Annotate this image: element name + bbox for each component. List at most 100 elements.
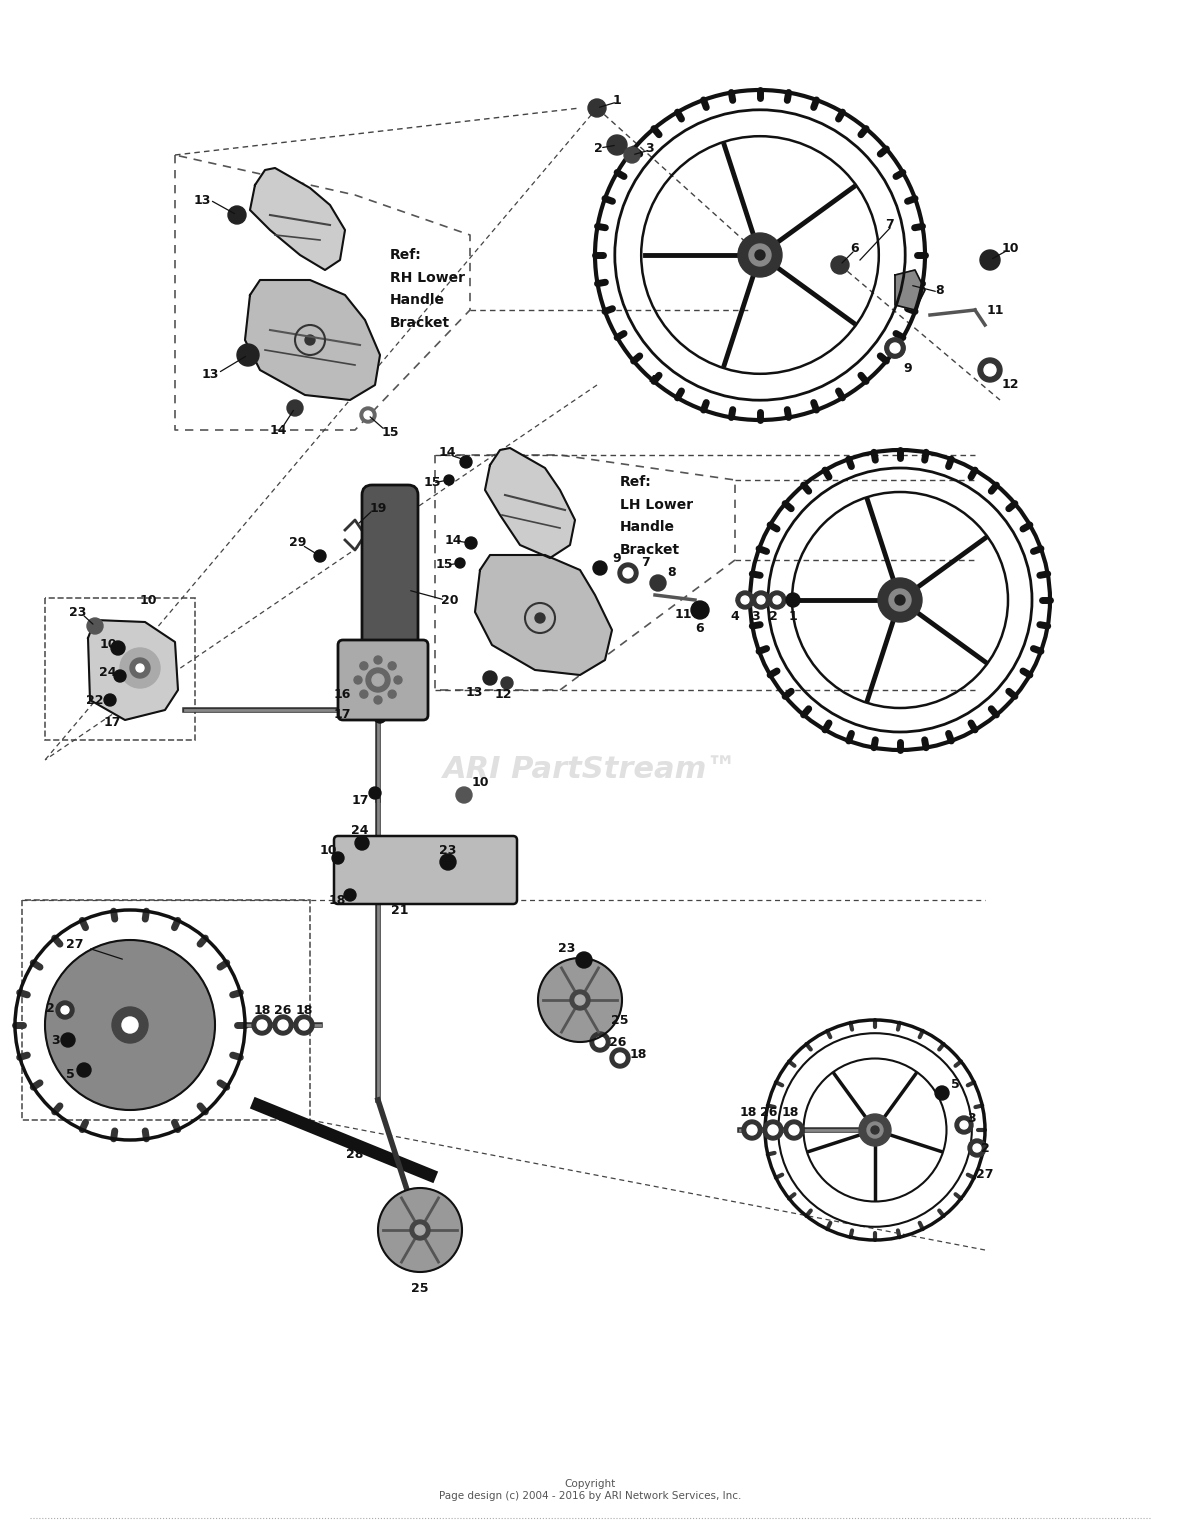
Circle shape <box>122 1018 138 1033</box>
Text: Ref:: Ref: <box>620 475 651 489</box>
Circle shape <box>77 1063 91 1077</box>
Circle shape <box>409 1219 430 1241</box>
Circle shape <box>360 691 368 698</box>
Circle shape <box>978 358 1002 382</box>
Circle shape <box>755 251 765 260</box>
Text: 26: 26 <box>609 1036 627 1048</box>
Text: 5: 5 <box>951 1079 959 1091</box>
Circle shape <box>257 1021 267 1030</box>
Circle shape <box>369 787 381 799</box>
Circle shape <box>538 958 622 1042</box>
Text: 27: 27 <box>976 1169 994 1181</box>
Circle shape <box>588 99 607 118</box>
Circle shape <box>61 1033 76 1047</box>
Circle shape <box>576 952 592 969</box>
Text: Copyright
Page design (c) 2004 - 2016 by ARI Network Services, Inc.: Copyright Page design (c) 2004 - 2016 by… <box>439 1479 741 1500</box>
Circle shape <box>354 675 362 685</box>
Text: 18: 18 <box>781 1105 799 1118</box>
Circle shape <box>460 455 472 468</box>
Text: 5: 5 <box>66 1068 74 1082</box>
Text: 17: 17 <box>352 793 368 807</box>
Text: 27: 27 <box>66 938 84 952</box>
Text: RH Lower: RH Lower <box>391 270 465 286</box>
Text: 2: 2 <box>594 142 602 154</box>
Text: 2: 2 <box>46 1001 54 1015</box>
Text: Handle: Handle <box>391 293 445 307</box>
Text: 15: 15 <box>381 425 399 439</box>
Text: LH Lower: LH Lower <box>620 498 693 512</box>
Text: 1: 1 <box>612 93 622 107</box>
Circle shape <box>747 1125 758 1135</box>
Circle shape <box>974 1144 981 1152</box>
Circle shape <box>237 344 258 367</box>
Circle shape <box>615 1053 625 1063</box>
Text: 6: 6 <box>696 622 704 634</box>
Text: 2: 2 <box>768 611 778 623</box>
Polygon shape <box>476 555 612 675</box>
Circle shape <box>885 338 905 358</box>
Text: 4: 4 <box>730 611 740 623</box>
Circle shape <box>691 601 709 619</box>
Circle shape <box>650 575 666 591</box>
Circle shape <box>623 568 632 578</box>
Circle shape <box>758 596 765 604</box>
Text: 21: 21 <box>392 903 408 917</box>
Text: 3: 3 <box>968 1111 976 1125</box>
Text: 11: 11 <box>986 304 1004 316</box>
Text: 17: 17 <box>333 709 350 721</box>
Circle shape <box>483 671 497 685</box>
Circle shape <box>535 613 545 623</box>
Circle shape <box>773 596 781 604</box>
Text: 13: 13 <box>202 368 218 382</box>
Circle shape <box>610 1048 630 1068</box>
Circle shape <box>294 1015 314 1034</box>
Text: 12: 12 <box>494 689 512 701</box>
Text: 14: 14 <box>438 446 455 458</box>
Text: 3: 3 <box>750 611 759 623</box>
Circle shape <box>768 1125 778 1135</box>
Circle shape <box>831 257 848 274</box>
Circle shape <box>112 1007 148 1044</box>
Text: 25: 25 <box>412 1282 428 1294</box>
FancyBboxPatch shape <box>334 836 517 905</box>
Circle shape <box>360 662 368 669</box>
Circle shape <box>299 1021 309 1030</box>
Circle shape <box>388 662 396 669</box>
Text: 14: 14 <box>444 533 461 547</box>
Circle shape <box>595 1038 605 1047</box>
Text: 18: 18 <box>328 894 346 906</box>
Circle shape <box>968 1138 986 1157</box>
Circle shape <box>55 1001 74 1019</box>
Polygon shape <box>250 168 345 270</box>
Circle shape <box>440 854 455 869</box>
Circle shape <box>465 536 477 549</box>
Text: 10: 10 <box>320 843 336 857</box>
Circle shape <box>624 147 640 163</box>
Circle shape <box>618 562 638 584</box>
Text: 23: 23 <box>70 605 86 619</box>
Circle shape <box>455 787 472 804</box>
Text: ARI PartStream™: ARI PartStream™ <box>442 755 738 784</box>
Circle shape <box>871 1126 879 1134</box>
Circle shape <box>736 591 754 610</box>
Text: 23: 23 <box>439 843 457 857</box>
Circle shape <box>570 990 590 1010</box>
Circle shape <box>355 836 369 850</box>
Text: 11: 11 <box>674 608 691 620</box>
Circle shape <box>768 591 786 610</box>
Circle shape <box>955 1115 974 1134</box>
Circle shape <box>136 665 144 672</box>
Text: 17: 17 <box>104 715 120 729</box>
Text: 28: 28 <box>346 1149 363 1161</box>
Circle shape <box>894 594 905 605</box>
Circle shape <box>314 550 326 562</box>
Circle shape <box>784 1120 804 1140</box>
Text: 14: 14 <box>269 423 287 437</box>
Circle shape <box>287 400 303 416</box>
Circle shape <box>120 648 160 688</box>
Text: 7: 7 <box>886 219 894 232</box>
Text: 4: 4 <box>649 373 657 387</box>
Text: 19: 19 <box>369 501 387 515</box>
Text: 6: 6 <box>851 241 859 255</box>
Circle shape <box>890 342 900 353</box>
